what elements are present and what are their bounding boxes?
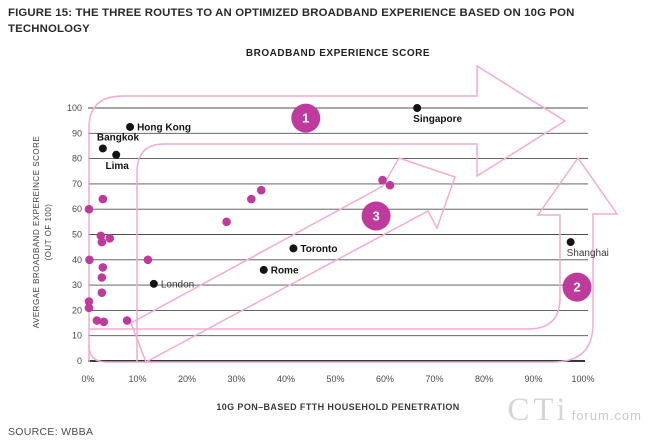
data-point — [84, 204, 94, 214]
y-tick-label: 100 — [67, 103, 82, 113]
data-point — [143, 255, 153, 265]
data-point — [84, 297, 94, 306]
y-tick-label: 70 — [72, 179, 82, 189]
y-tick-label: 20 — [72, 305, 82, 315]
y-tick-label: 30 — [72, 280, 82, 290]
x-tick-label: 50% — [326, 374, 344, 384]
data-point — [378, 175, 387, 185]
city-point — [289, 244, 298, 253]
data-point — [97, 273, 107, 282]
city-label: London — [161, 279, 194, 290]
route-badge-2 — [562, 272, 592, 302]
route-arrows-layer — [88, 64, 619, 364]
y-tick-label: 90 — [72, 128, 82, 138]
data-point — [99, 317, 109, 327]
city-label: Singapore — [413, 114, 462, 125]
grid-layer: 0 10 20 30 40 50 60 70 80 90 100 0% 10% 20% 30% 40% 50% 6… — [67, 103, 595, 384]
y-tick-label: 80 — [72, 154, 82, 164]
data-point — [122, 316, 132, 325]
y-tick-label: 10 — [72, 331, 82, 341]
y-tick-label: 50 — [72, 230, 82, 240]
data-points-layer — [84, 175, 395, 327]
route-badge-label: 3 — [372, 209, 379, 224]
x-tick-label: 10% — [128, 374, 146, 384]
x-tick-label: 30% — [227, 374, 245, 384]
data-point — [97, 237, 107, 247]
city-label: Rome — [271, 265, 299, 276]
city-label: Bangkok — [97, 132, 140, 143]
route-badges-layer: 1 2 3 — [291, 103, 592, 302]
data-point — [385, 180, 395, 190]
city-point — [98, 144, 107, 153]
figure-title: FIGURE 15: THE THREE ROUTES TO AN OPTIMI… — [8, 7, 575, 35]
data-point — [247, 194, 256, 204]
watermark: CTi forum.com — [507, 394, 642, 427]
y-tick-label: 40 — [72, 255, 82, 265]
x-tick-label: 60% — [376, 374, 394, 384]
data-point — [105, 233, 115, 243]
data-point — [92, 316, 102, 325]
city-label: Shanghai — [567, 248, 609, 259]
city-point — [566, 238, 575, 247]
y-tick-label: 0 — [77, 356, 82, 366]
city-label: Toronto — [300, 244, 337, 255]
watermark-logo: CTi — [507, 392, 570, 428]
route-badge-label: 2 — [573, 280, 580, 295]
chart-title: BROADBAND EXPERIENCE SCORE — [245, 48, 431, 59]
data-point — [256, 185, 266, 195]
city-point — [413, 104, 422, 112]
x-tick-label: 90% — [524, 374, 542, 384]
data-point — [84, 303, 94, 313]
x-tick-label: 40% — [277, 374, 295, 384]
data-point — [97, 288, 107, 297]
source-label: SOURCE: WBBA — [8, 426, 94, 438]
city-point — [112, 150, 121, 159]
x-axis-label: 10G PON–BASED FTTH HOUSEHOLD PENETRATION — [216, 402, 460, 412]
city-label: Lima — [106, 161, 130, 172]
x-tick-label: 70% — [425, 374, 443, 384]
route-arrow-2 — [88, 156, 619, 363]
data-point — [222, 217, 231, 227]
data-point — [98, 194, 108, 204]
route-badge-1 — [291, 103, 321, 133]
city-label: Hong Kong — [137, 122, 191, 133]
data-point — [96, 231, 106, 241]
city-point — [259, 265, 268, 274]
x-tick-label: 100% — [571, 374, 594, 384]
city-point — [149, 279, 158, 288]
data-point — [85, 255, 94, 265]
city-point — [126, 122, 135, 131]
x-tick-label: 0% — [81, 374, 94, 384]
route-badge-label: 1 — [302, 111, 309, 126]
watermark-domain: forum.com — [571, 408, 642, 423]
x-tick-label: 80% — [475, 374, 493, 384]
y-tick-label: 60 — [72, 204, 82, 214]
x-tick-label: 20% — [178, 374, 196, 384]
route-arrow-1 — [88, 64, 567, 362]
data-point — [98, 263, 108, 272]
route-badge-3 — [361, 201, 391, 231]
